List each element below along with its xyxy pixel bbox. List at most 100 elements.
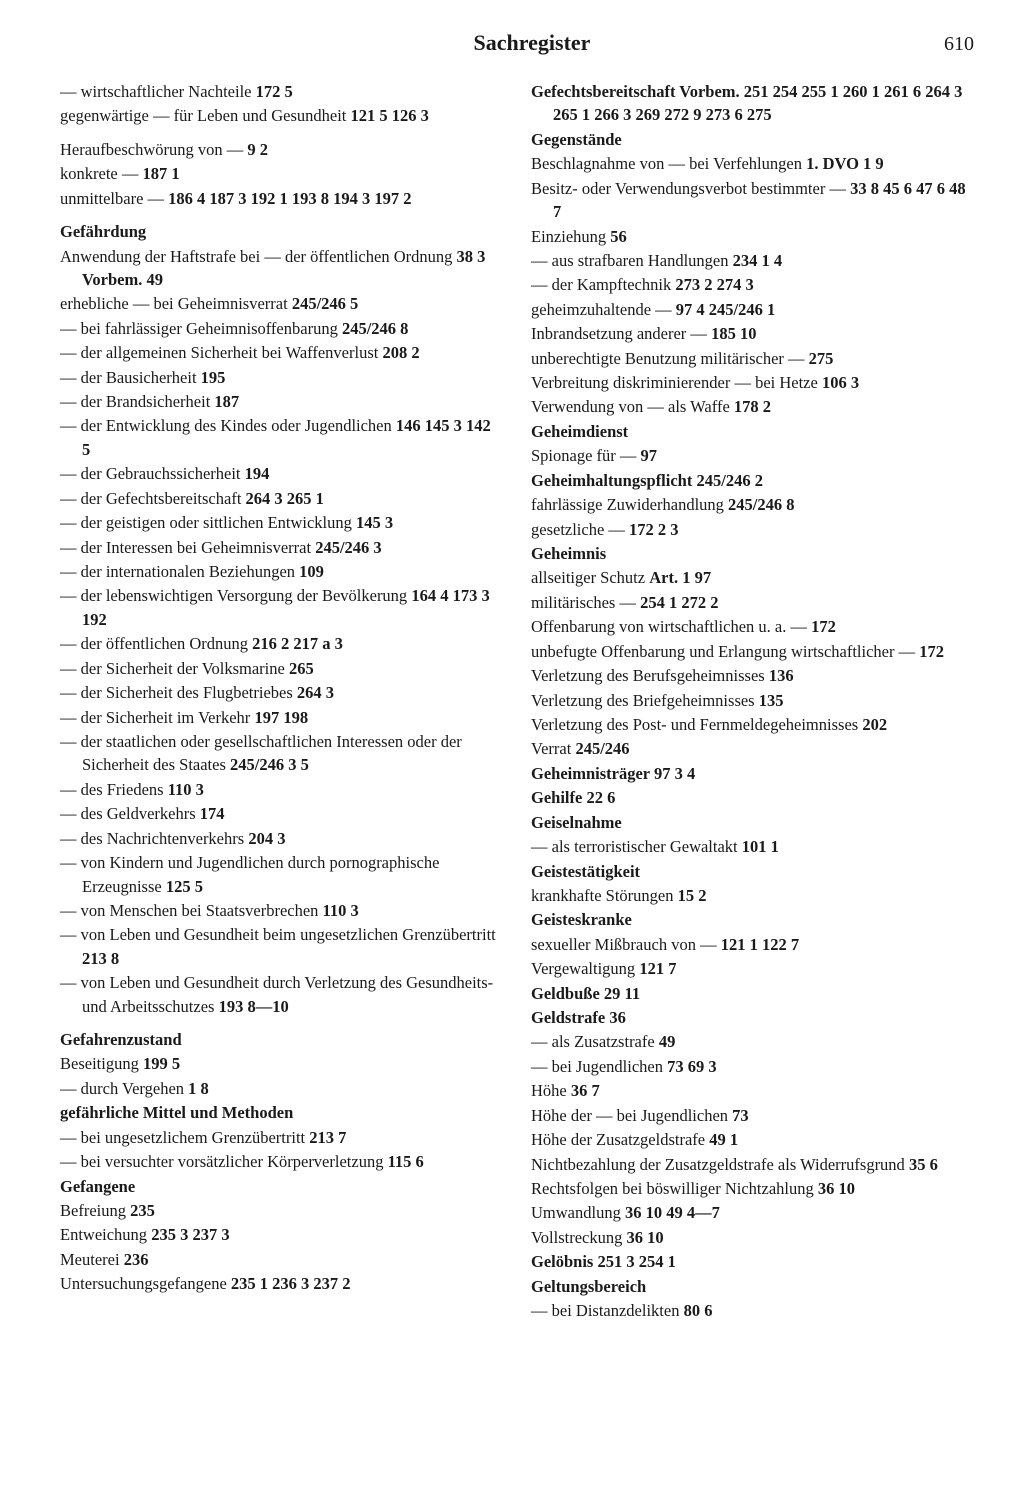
entry-text: — der Bausicherheit [60, 368, 201, 387]
index-entry: Gefangene [60, 1175, 503, 1198]
entry-refs: 245/246 8 [342, 319, 408, 338]
entry-refs: 245/246 3 [315, 538, 381, 557]
index-entry: unbefugte Offenbarung und Erlangung wirt… [531, 640, 974, 663]
page-number: 610 [944, 33, 974, 56]
index-entry: gesetzliche — 172 2 3 [531, 518, 974, 541]
entry-text: sexueller Mißbrauch von — [531, 935, 721, 954]
entry-refs: 172 2 3 [629, 520, 679, 539]
index-entry: — der Interessen bei Geheimnisverrat 245… [60, 536, 503, 559]
index-entry: Untersuchungsgefangene 235 1 236 3 237 2 [60, 1272, 503, 1295]
entry-refs: 15 2 [678, 886, 707, 905]
entry-refs: 245/246 5 [292, 294, 358, 313]
entry-refs: 245/246 [575, 739, 629, 758]
entry-text: allseitiger Schutz [531, 568, 649, 587]
index-entry: Nichtbezahlung der Zusatzgeldstrafe als … [531, 1153, 974, 1176]
entry-refs: 195 [201, 368, 226, 387]
page-title: Sachregister [120, 30, 944, 56]
entry-text: — der Gefechtsbereitschaft [60, 489, 246, 508]
entry-text: Höhe der — bei Jugendlichen [531, 1106, 732, 1125]
entry-refs: 174 [200, 804, 225, 823]
index-entry: Spionage für — 97 [531, 444, 974, 467]
entry-refs: 135 [759, 691, 784, 710]
index-entry: fahrlässige Zuwiderhandlung 245/246 8 [531, 493, 974, 516]
entry-text: — der geistigen oder sittlichen Entwickl… [60, 513, 356, 532]
entry-refs: 213 8 [82, 949, 119, 968]
entry-refs: 9 2 [247, 140, 268, 159]
right-column: Gefechtsbereitschaft Vorbem. 251 254 255… [531, 80, 974, 1324]
entry-refs: 245/246 8 [728, 495, 794, 514]
index-entry: Rechtsfolgen bei böswilliger Nichtzahlun… [531, 1177, 974, 1200]
index-entry: Verletzung des Berufsgeheimnisses 136 [531, 664, 974, 687]
entry-text: Entweichung [60, 1225, 151, 1244]
entry-text: — durch Vergehen [60, 1079, 188, 1098]
entry-refs: 185 10 [711, 324, 756, 343]
entry-refs: 273 2 274 3 [675, 275, 753, 294]
index-entry: Heraufbeschwörung von — 9 2 [60, 138, 503, 161]
entry-bold-text: Gefechtsbereitschaft Vorbem. 251 254 255 [531, 82, 830, 101]
left-column: — wirtschaftlicher Nachteile 172 5gegenw… [60, 80, 503, 1324]
index-entry: — bei fahrlässiger Geheimnisoffenbarung … [60, 317, 503, 340]
index-entry: — der Sicherheit des Flugbetriebes 264 3 [60, 681, 503, 704]
entry-refs: 172 [811, 617, 836, 636]
entry-refs: 35 6 [909, 1155, 938, 1174]
entry-text: — des Nachrichtenverkehrs [60, 829, 248, 848]
entry-text: — bei fahrlässiger Geheimnisoffenbarung [60, 319, 342, 338]
index-entry: Befreiung 235 [60, 1199, 503, 1222]
index-entry: Entweichung 235 3 237 3 [60, 1223, 503, 1246]
entry-text: Verbreitung diskriminierender — bei Hetz… [531, 373, 822, 392]
index-entry: krankhafte Störungen 15 2 [531, 884, 974, 907]
entry-refs: 36 10 [818, 1179, 855, 1198]
index-entry: Meuterei 236 [60, 1248, 503, 1271]
entry-text: gesetzliche — [531, 520, 629, 539]
entry-refs: 115 6 [388, 1152, 424, 1171]
entry-refs: 97 3 4 [654, 764, 695, 783]
entry-text: Rechtsfolgen bei böswilliger Nichtzahlun… [531, 1179, 818, 1198]
entry-text: — bei Distanzdelikten [531, 1301, 684, 1320]
entry-refs: 172 5 [256, 82, 293, 101]
entry-text: Meuterei [60, 1250, 124, 1269]
entry-text: militärisches — [531, 593, 640, 612]
index-entry: — von Leben und Gesundheit beim ungesetz… [60, 923, 503, 970]
index-entry: Umwandlung 36 10 49 4—7 [531, 1201, 974, 1224]
entry-heading: Geistestätigkeit [531, 862, 640, 881]
entry-text: — von Kindern und Jugendlichen durch por… [60, 853, 439, 895]
entry-refs: 199 5 [143, 1054, 180, 1073]
entry-refs: 73 [732, 1106, 749, 1125]
entry-refs: 264 3 [297, 683, 334, 702]
entry-text: — der öffentlichen Ordnung [60, 634, 252, 653]
index-entry: — der Entwicklung des Kindes oder Jugend… [60, 414, 503, 461]
entry-text: — der Gebrauchssicherheit [60, 464, 245, 483]
entry-text: — als Zusatzstrafe [531, 1032, 659, 1051]
entry-refs: 194 [245, 464, 270, 483]
index-entry: Gefährdung [60, 220, 503, 243]
entry-text: unberechtigte Benutzung militärischer — [531, 349, 809, 368]
index-entry: Geltungsbereich [531, 1275, 974, 1298]
entry-refs: 36 10 49 4—7 [625, 1203, 720, 1222]
entry-refs: 254 1 272 2 [640, 593, 718, 612]
entry-heading: Gefangene [60, 1177, 135, 1196]
entry-text: erhebliche — bei Geheimnisverrat [60, 294, 292, 313]
index-entry: — bei Jugendlichen 73 69 3 [531, 1055, 974, 1078]
entry-refs: 56 [610, 227, 627, 246]
entry-refs: Art. 1 97 [649, 568, 711, 587]
index-entry: Geldstrafe 36 [531, 1006, 974, 1029]
entry-text: Offenbarung von wirtschaftlichen u. a. — [531, 617, 811, 636]
entry-refs: 1. DVO 1 9 [806, 154, 884, 173]
entry-text: Verletzung des Post- und Fernmeldegeheim… [531, 715, 862, 734]
index-entry: — bei Distanzdelikten 80 6 [531, 1299, 974, 1322]
index-entry: Anwendung der Haftstrafe bei — der öffen… [60, 245, 503, 292]
entry-text: — der Sicherheit der Volksmarine [60, 659, 289, 678]
entry-refs: 172 [919, 642, 944, 661]
entry-refs: 193 8—10 [219, 997, 289, 1016]
entry-bold-text: Geldbuße [531, 984, 604, 1003]
entry-text: konkrete — [60, 164, 142, 183]
index-entry: — des Friedens 110 3 [60, 778, 503, 801]
index-entry: — als terroristischer Gewaltakt 101 1 [531, 835, 974, 858]
entry-refs: 208 2 [382, 343, 419, 362]
entry-refs: 49 1 [709, 1130, 738, 1149]
entry-refs: 245/246 2 [696, 471, 762, 490]
entry-refs: 97 [641, 446, 658, 465]
entry-bold-text: Gelöbnis [531, 1252, 597, 1271]
index-entry: Gefahrenzustand [60, 1028, 503, 1051]
index-entry: Vergewaltigung 121 7 [531, 957, 974, 980]
